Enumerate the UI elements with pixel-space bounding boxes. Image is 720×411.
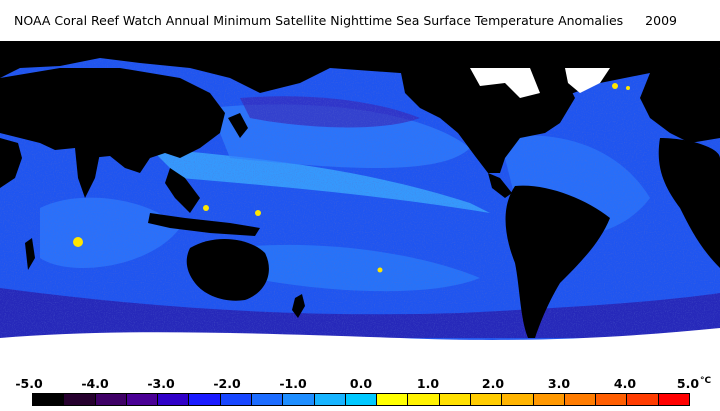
tick-label: 3.0 bbox=[547, 376, 571, 391]
greenland-ice bbox=[565, 68, 610, 93]
world-map bbox=[0, 38, 720, 370]
colorbar-swatch bbox=[33, 394, 65, 405]
sea-ice bbox=[0, 38, 720, 370]
tick-label: -5.0 bbox=[15, 376, 43, 391]
tick-label: 4.0 bbox=[613, 376, 637, 391]
tick-label: 0.0 bbox=[349, 376, 373, 391]
colorbar-swatch bbox=[95, 394, 127, 405]
tick-label-max: 5.0°C bbox=[677, 376, 711, 391]
tick-label: -2.0 bbox=[213, 376, 241, 391]
europe bbox=[640, 68, 720, 143]
hudson-bay-ice bbox=[470, 68, 540, 98]
colorbar-swatch bbox=[314, 394, 346, 405]
india bbox=[75, 148, 100, 198]
colorbar-swatch bbox=[283, 394, 315, 405]
colorbar-swatch bbox=[251, 394, 284, 405]
colorbar-swatch bbox=[533, 394, 565, 405]
colorbar-swatch bbox=[126, 394, 159, 405]
colorbar-swatch bbox=[377, 394, 409, 405]
colorbar-swatch bbox=[220, 394, 252, 405]
antarctic-sea-ice bbox=[0, 328, 720, 370]
asia bbox=[0, 68, 225, 173]
south-america bbox=[505, 185, 610, 338]
colorbar bbox=[32, 393, 690, 406]
colorbar-swatch bbox=[564, 394, 597, 405]
tick-label: -4.0 bbox=[81, 376, 109, 391]
tick-label: 2.0 bbox=[481, 376, 505, 391]
colorbar-tick-labels: -5.0 -4.0 -3.0 -2.0 -1.0 0.0 1.0 2.0 3.0… bbox=[0, 376, 720, 392]
sst-anomaly-map bbox=[0, 38, 720, 370]
japan bbox=[228, 113, 248, 138]
west-africa-left bbox=[0, 138, 22, 188]
colorbar-swatch bbox=[658, 394, 689, 405]
tick-label: -1.0 bbox=[279, 376, 307, 391]
colorbar-swatch bbox=[502, 394, 534, 405]
colorbar-swatch bbox=[627, 394, 659, 405]
colorbar-swatch bbox=[189, 394, 221, 405]
colorbar-swatch bbox=[439, 394, 471, 405]
unit-label: °C bbox=[700, 376, 712, 386]
new-zealand bbox=[292, 294, 305, 318]
africa bbox=[658, 138, 720, 268]
tick-label: 5.0 bbox=[676, 376, 700, 392]
southeast-asia-islands bbox=[165, 168, 200, 213]
indonesia bbox=[148, 213, 260, 236]
tick-label: -3.0 bbox=[147, 376, 175, 391]
colorbar-swatch bbox=[596, 394, 628, 405]
colorbar-swatch bbox=[64, 394, 96, 405]
colorbar-swatch bbox=[345, 394, 378, 405]
madagascar bbox=[25, 238, 35, 270]
tick-label: 1.0 bbox=[416, 376, 440, 391]
arctic-ice-top bbox=[0, 38, 720, 41]
title-text: NOAA Coral Reef Watch Annual Minimum Sat… bbox=[14, 13, 624, 28]
colorbar-swatch bbox=[158, 394, 190, 405]
map-title: NOAA Coral Reef Watch Annual Minimum Sat… bbox=[14, 13, 677, 28]
title-year: 2009 bbox=[645, 13, 677, 28]
australia bbox=[186, 238, 269, 301]
colorbar-swatch bbox=[470, 394, 503, 405]
central-america bbox=[488, 173, 512, 198]
colorbar-swatch bbox=[408, 394, 440, 405]
